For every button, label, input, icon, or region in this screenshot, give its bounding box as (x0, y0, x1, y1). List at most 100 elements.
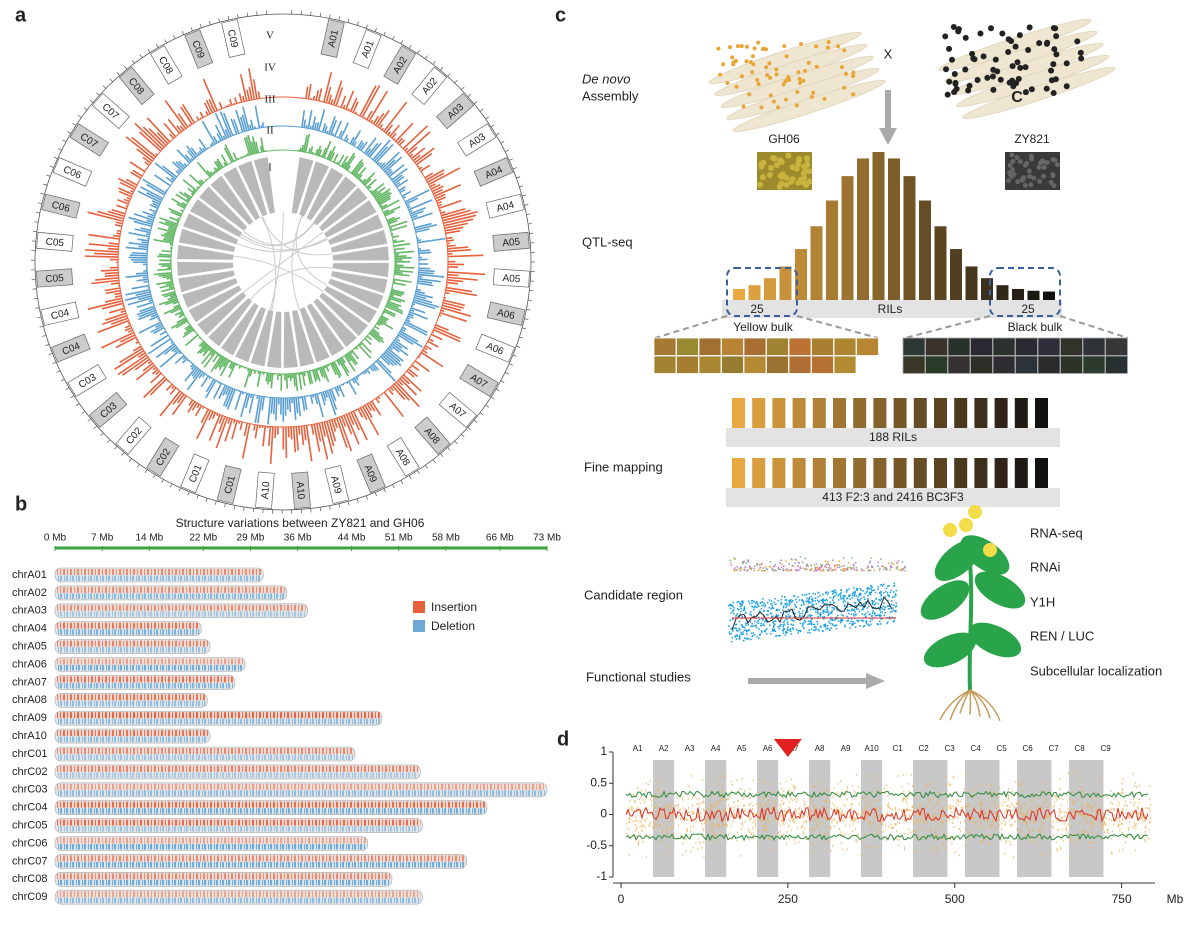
snp-dot (887, 805, 888, 807)
snp-dot (1057, 799, 1058, 801)
snp-dot (1103, 828, 1104, 830)
snp-dot (687, 819, 688, 821)
snp-dot (935, 828, 936, 830)
snp-dot (1035, 809, 1036, 811)
row-label: chrA09 (12, 712, 47, 724)
scatter-dot (835, 564, 837, 566)
track-bar (113, 235, 120, 236)
scatter-dot (816, 621, 818, 623)
snp-dot (920, 804, 921, 806)
snp-dot (744, 810, 745, 812)
scatter-dot (857, 597, 859, 599)
snp-dot (865, 800, 866, 802)
snp-dot (1100, 807, 1101, 809)
snp-dot (635, 800, 636, 802)
snp-dot (749, 804, 750, 806)
track-bar (108, 249, 119, 250)
insertion-track (57, 605, 306, 611)
scatter-dot (730, 620, 732, 622)
snp-dot (876, 827, 877, 829)
snp-dot (964, 820, 965, 822)
snp-dot (741, 823, 742, 825)
track-bar (196, 405, 202, 415)
snp-dot (856, 774, 857, 776)
scatter-dot (743, 640, 745, 642)
track-bar (299, 426, 300, 434)
scale-tick (43, 184, 47, 185)
ril-square (833, 398, 846, 428)
snp-dot (1010, 844, 1011, 846)
scatter-dot (874, 590, 876, 592)
scale-tick (82, 411, 85, 413)
scatter-dot (835, 618, 837, 620)
track-bar (162, 251, 172, 252)
deletion-track (57, 880, 390, 886)
track-bar (361, 373, 362, 374)
scatter-dot (887, 621, 889, 623)
snp-dot (1062, 829, 1063, 831)
scatter-dot (730, 608, 732, 610)
snp-dot (789, 806, 790, 808)
scale-tick (197, 495, 198, 499)
snp-dot (1018, 801, 1019, 803)
bulk-photo (722, 356, 744, 374)
track-bar (198, 162, 211, 177)
label: RNA-seq (1030, 525, 1083, 540)
chromosome-label: A8 (815, 744, 825, 753)
snp-dot (1050, 816, 1051, 818)
scatter-dot (849, 566, 851, 568)
snp-dot (968, 818, 969, 820)
snp-dot (1033, 821, 1034, 823)
chromosome-box: A05 (493, 232, 530, 251)
snp-dot (717, 824, 718, 826)
track-bar (250, 125, 251, 130)
scatter-dot (732, 611, 734, 613)
scatter-dot (739, 629, 741, 631)
snp-dot (861, 813, 862, 815)
label: RNAi (1030, 559, 1060, 574)
track-bar (136, 273, 147, 274)
snp-dot (1090, 821, 1091, 823)
snp-dot (1145, 840, 1146, 842)
chromosome-box: C08 (150, 46, 182, 85)
scatter-dot (828, 567, 830, 569)
track-bar (200, 112, 203, 118)
track-bar (213, 172, 214, 173)
snp-dot (997, 818, 998, 820)
flower (983, 543, 997, 557)
snp-dot (660, 793, 661, 795)
scale-tick (170, 484, 172, 488)
snp-dot (841, 842, 842, 844)
snp-dot (1054, 805, 1055, 807)
snp-dot (733, 820, 734, 822)
scatter-dot (875, 615, 877, 617)
scatter-dot (764, 610, 766, 612)
track-bar (418, 357, 420, 358)
snp-dot (1002, 804, 1003, 806)
snp-dot (854, 820, 855, 822)
row-label: chrA03 (12, 605, 47, 617)
snp-dot (742, 825, 743, 827)
scatter-dot (821, 564, 823, 566)
histogram-bar (904, 176, 916, 300)
chromosome-box: C01 (217, 466, 241, 504)
scale-tick (524, 319, 528, 320)
seed-grain (1027, 169, 1032, 174)
snp-dot (901, 786, 902, 788)
snp-dot (1135, 827, 1136, 829)
scale-tick (501, 381, 505, 383)
scatter-dot (824, 566, 826, 568)
track-bar (312, 424, 314, 434)
snp-dot (655, 824, 656, 826)
snp-dot (632, 794, 633, 796)
snp-dot (938, 792, 939, 794)
snp-dot (903, 774, 904, 776)
track-bar (257, 396, 258, 399)
scatter-dot (763, 602, 765, 604)
scatter-dot (786, 612, 788, 614)
snp-dot (938, 800, 939, 802)
scale-tick (480, 109, 483, 111)
scatter-dot (858, 600, 860, 602)
track-bar (308, 110, 312, 129)
scale-tick (519, 186, 523, 187)
